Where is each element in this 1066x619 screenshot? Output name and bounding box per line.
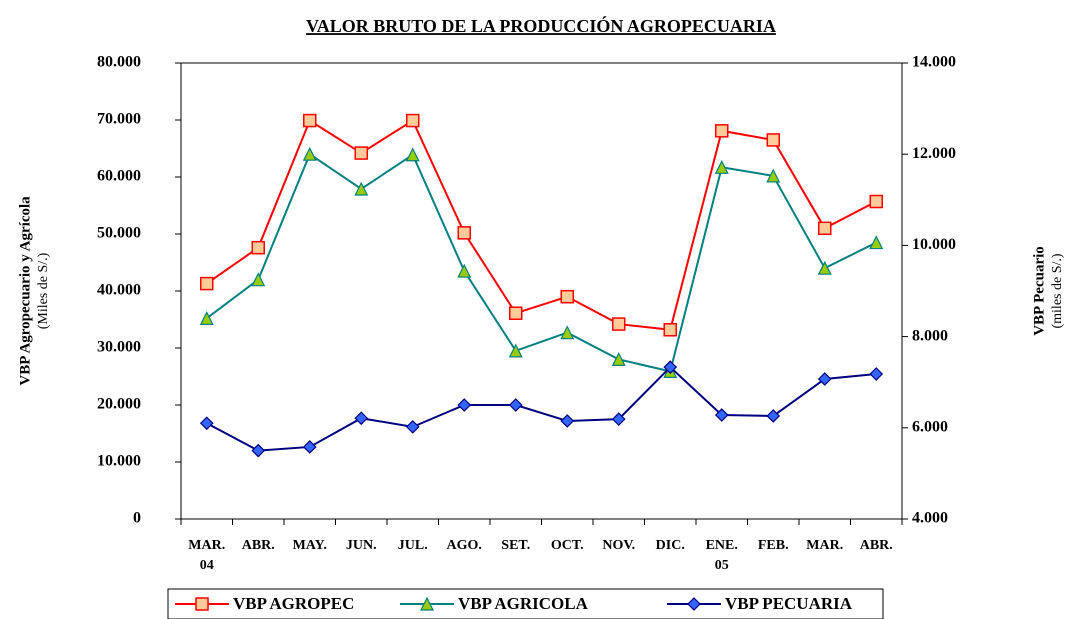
point — [354, 146, 368, 160]
x-tick-label: OCT. — [550, 538, 584, 553]
x-tick-label: FEB. — [757, 538, 789, 553]
point — [251, 443, 266, 458]
y-tick-label: 60.000 — [97, 168, 141, 185]
point — [818, 221, 832, 236]
y2-tick-label: 14.000 — [912, 54, 956, 71]
point — [663, 323, 677, 337]
x-tick-label: MAR. 04 — [188, 538, 226, 573]
y-tick-label: 70.000 — [97, 111, 141, 128]
point — [199, 311, 214, 325]
point — [303, 113, 317, 128]
point — [612, 317, 626, 331]
legend-label: VBP AGRICOLA — [458, 594, 589, 613]
x-tick-label: JUL. — [397, 538, 428, 553]
point — [200, 276, 214, 291]
x-tick-label: ENE. 05 — [705, 538, 738, 573]
y-tick-label: 80.000 — [97, 54, 141, 71]
y2-axis-sublabel: (miles de S/.) — [1050, 253, 1065, 328]
legend-marker — [687, 597, 701, 611]
y-axis-sublabel: (Miles de S/.) — [36, 252, 51, 329]
y2-tick-label: 6.000 — [912, 418, 948, 435]
x-tick-label: JUN. — [345, 538, 377, 553]
y-tick-label: 10.000 — [97, 453, 141, 470]
series-line — [206, 119, 877, 331]
point — [560, 414, 575, 428]
x-tick-label: MAY. — [292, 538, 327, 553]
point — [302, 146, 317, 161]
y2-tick-label: 4.000 — [912, 510, 948, 527]
point — [508, 343, 523, 358]
series-line — [206, 152, 877, 373]
y2-axis-label: VBP Pecuario — [1031, 246, 1047, 336]
point — [715, 124, 729, 138]
legend-marker — [420, 596, 434, 611]
point — [663, 360, 678, 375]
point — [817, 372, 832, 386]
point — [457, 226, 471, 240]
point — [766, 133, 780, 147]
y-tick-label: 50.000 — [97, 225, 141, 242]
point — [251, 240, 265, 255]
point — [405, 147, 420, 162]
y-tick-label: 20.000 — [97, 396, 141, 413]
point — [405, 420, 420, 434]
point — [611, 352, 626, 366]
legend-box — [167, 588, 884, 619]
legend-marker — [195, 597, 209, 611]
x-tick-label: DIC. — [655, 538, 685, 553]
x-tick-label: NOV. — [602, 538, 636, 553]
y-axis-label: VBP Agropecuario y Agrícola — [17, 196, 33, 386]
y-tick-label: 0 — [133, 510, 141, 527]
x-tick-label: AGO. — [446, 538, 482, 553]
y2-tick-label: 12.000 — [912, 145, 956, 162]
x-tick-label: SET. — [501, 538, 531, 553]
y2-tick-label: 8.000 — [912, 327, 948, 344]
point — [714, 159, 729, 174]
point — [354, 411, 369, 426]
y-tick-label: 30.000 — [97, 339, 141, 356]
point — [354, 181, 369, 196]
series-line — [206, 365, 877, 452]
plot-frame — [180, 62, 903, 520]
y-tick-label: 40.000 — [97, 282, 141, 299]
legend-label: VBP PECUARIA — [725, 594, 853, 613]
x-tick-label: ABR. — [241, 538, 275, 553]
point — [251, 272, 266, 287]
point — [560, 325, 575, 340]
point — [869, 194, 883, 209]
point — [457, 398, 472, 412]
point — [560, 289, 574, 304]
point — [199, 416, 214, 431]
point — [509, 306, 523, 320]
point — [406, 113, 420, 128]
x-tick-label: ABR. — [859, 538, 893, 553]
chart-title: VALOR BRUTO DE LA PRODUCCIÓN AGROPECUARI… — [306, 15, 776, 36]
point — [766, 168, 781, 183]
point — [869, 235, 884, 250]
point — [714, 408, 729, 422]
legend-label: VBP AGROPEC — [233, 594, 354, 613]
point — [869, 367, 884, 381]
point — [302, 440, 317, 454]
point — [766, 409, 781, 423]
point — [611, 412, 626, 426]
point — [817, 260, 832, 275]
point — [457, 263, 472, 278]
point — [508, 398, 523, 412]
x-tick-label: MAR. — [806, 538, 844, 553]
y2-tick-label: 10.000 — [912, 236, 956, 253]
